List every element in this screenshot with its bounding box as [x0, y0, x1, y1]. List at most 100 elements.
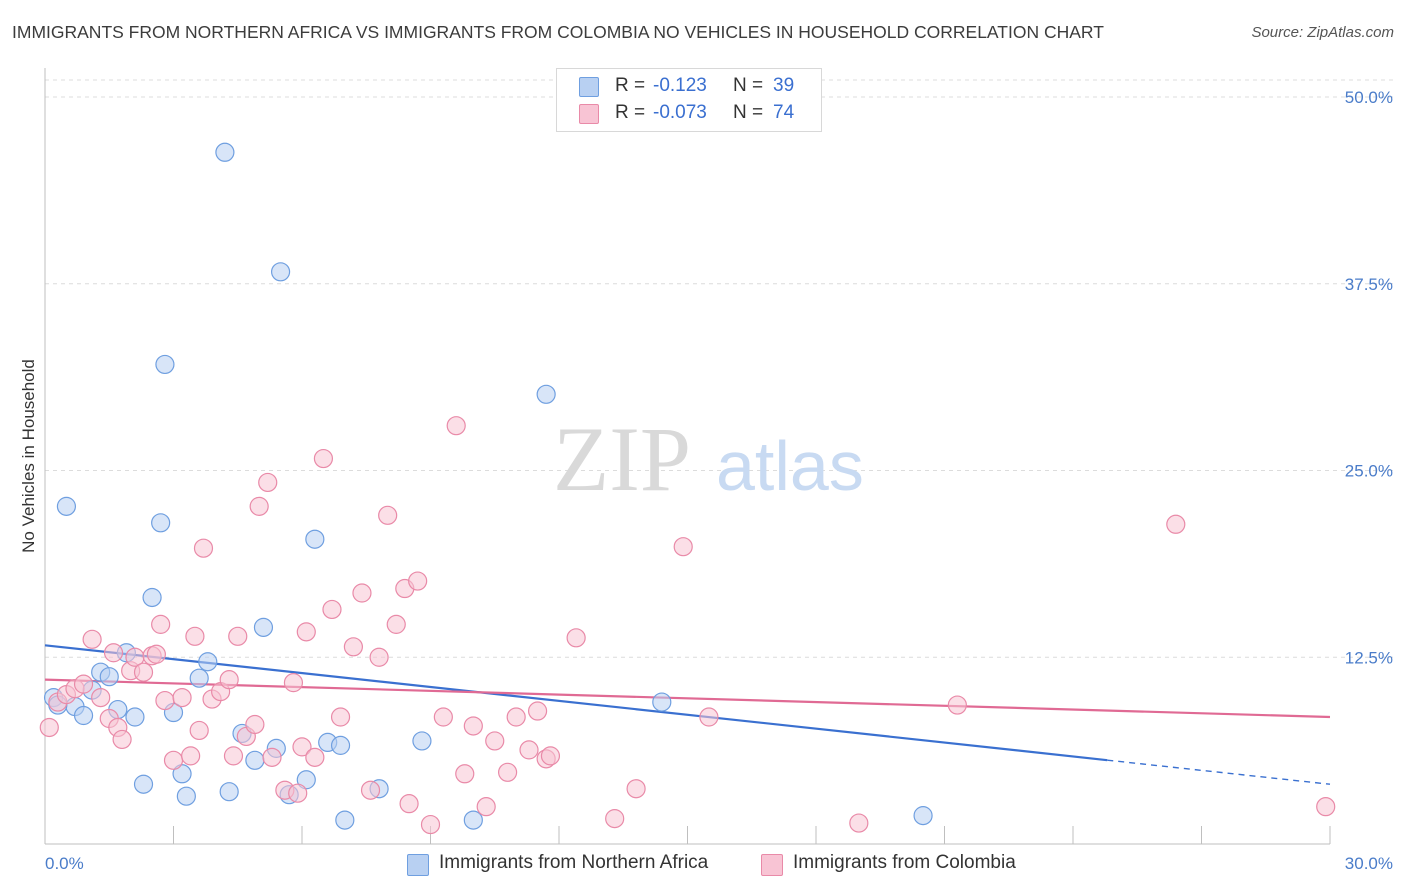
- data-point: [485, 731, 505, 751]
- data-point: [103, 643, 124, 663]
- data-point: [228, 626, 248, 646]
- data-point: [288, 783, 308, 803]
- legend-n-value: 74: [773, 102, 795, 123]
- bottom-legend-label: Immigrants from Colombia: [793, 852, 1016, 873]
- y-tick-label: 12.5%: [1345, 648, 1393, 667]
- data-point: [82, 629, 102, 649]
- legend-n-label: N =: [733, 75, 764, 96]
- watermark: ZIP atlas: [553, 408, 864, 510]
- y-tick-label: 37.5%: [1345, 275, 1393, 294]
- data-point: [223, 746, 244, 766]
- data-point: [536, 384, 556, 404]
- tick-labels: 12.5% 25.0% 37.5% 50.0% 0.0% 30.0%: [45, 88, 1393, 873]
- legend-n-label: N =: [733, 102, 764, 123]
- data-point: [292, 737, 312, 757]
- chart-source: Source: ZipAtlas.com: [1251, 24, 1394, 41]
- data-point: [476, 797, 496, 817]
- data-point: [313, 448, 334, 469]
- data-point: [506, 707, 526, 727]
- data-point: [189, 668, 209, 688]
- data-point: [433, 707, 453, 727]
- data-point: [408, 571, 428, 591]
- data-point: [133, 774, 154, 794]
- data-point: [219, 670, 239, 690]
- data-point: [305, 747, 325, 767]
- data-point: [245, 750, 265, 770]
- data-point: [258, 472, 278, 493]
- data-point: [446, 416, 466, 436]
- data-point: [296, 770, 316, 790]
- data-point: [125, 707, 145, 727]
- data-point: [133, 662, 154, 682]
- data-point: [283, 673, 304, 693]
- data-point: [305, 529, 325, 549]
- data-point: [189, 720, 209, 741]
- legend-swatch-colombia: [579, 104, 599, 124]
- legend-swatch-northern-africa: [579, 77, 599, 97]
- data-point: [605, 809, 625, 829]
- x-tick-label: 30.0%: [1345, 854, 1393, 873]
- legend-r-value: -0.073: [653, 102, 707, 123]
- legend: R = -0.123 N = 39 R = -0.073 N = 74: [556, 68, 822, 132]
- data-point: [322, 599, 342, 620]
- data-point: [498, 762, 518, 782]
- data-point: [172, 764, 192, 784]
- data-point: [249, 496, 269, 516]
- axes: [44, 68, 1331, 845]
- data-point: [296, 622, 316, 642]
- data-point: [39, 717, 59, 738]
- data-point: [1316, 797, 1336, 817]
- y-axis-title: No Vehicles in Household: [19, 359, 38, 553]
- trend-lines: [44, 644, 1331, 785]
- trend-line-colombia: [44, 678, 1331, 719]
- data-point: [947, 695, 967, 715]
- data-point: [185, 626, 205, 646]
- data-point: [91, 687, 111, 708]
- data-point: [176, 786, 196, 806]
- data-point: [455, 764, 475, 784]
- bottom-legend-label: Immigrants from Northern Africa: [439, 852, 709, 873]
- data-point: [335, 810, 355, 830]
- data-point: [420, 814, 441, 835]
- chart-title: IMMIGRANTS FROM NORTHERN AFRICA VS IMMIG…: [12, 22, 1104, 42]
- data-point: [142, 587, 162, 608]
- y-tick-label: 50.0%: [1345, 88, 1393, 107]
- data-point: [369, 647, 389, 667]
- data-point: [219, 782, 239, 802]
- data-point: [112, 729, 132, 750]
- data-point: [699, 707, 719, 727]
- data-point: [463, 716, 483, 736]
- data-point: [215, 142, 235, 162]
- data-point: [253, 617, 274, 637]
- data-point: [172, 687, 192, 708]
- data-point: [913, 806, 933, 826]
- bottom-legend-swatch-northern-africa: [407, 854, 429, 876]
- series-colombia: [39, 416, 1336, 835]
- data-point: [163, 750, 184, 770]
- data-point: [73, 705, 94, 726]
- data-point: [540, 746, 561, 766]
- data-point: [155, 690, 175, 711]
- data-point: [673, 537, 693, 557]
- x-tick-label: 0.0%: [45, 854, 84, 873]
- data-point: [527, 701, 548, 721]
- data-point: [181, 746, 201, 766]
- data-point: [652, 692, 672, 712]
- data-point: [352, 583, 372, 603]
- data-point: [386, 614, 406, 634]
- data-point: [378, 505, 398, 525]
- data-point: [270, 262, 291, 282]
- trend-line-northern-africa: [44, 644, 1108, 762]
- data-point: [151, 614, 171, 634]
- data-point: [626, 779, 646, 799]
- data-point: [330, 735, 351, 755]
- legend-n-value: 39: [773, 75, 795, 96]
- data-point: [146, 644, 166, 664]
- data-point: [412, 731, 432, 751]
- data-points: [39, 142, 1336, 835]
- y-tick-label: 25.0%: [1345, 462, 1393, 481]
- data-point: [155, 354, 175, 375]
- gridlines: [45, 79, 1393, 658]
- watermark-atlas: atlas: [716, 427, 864, 505]
